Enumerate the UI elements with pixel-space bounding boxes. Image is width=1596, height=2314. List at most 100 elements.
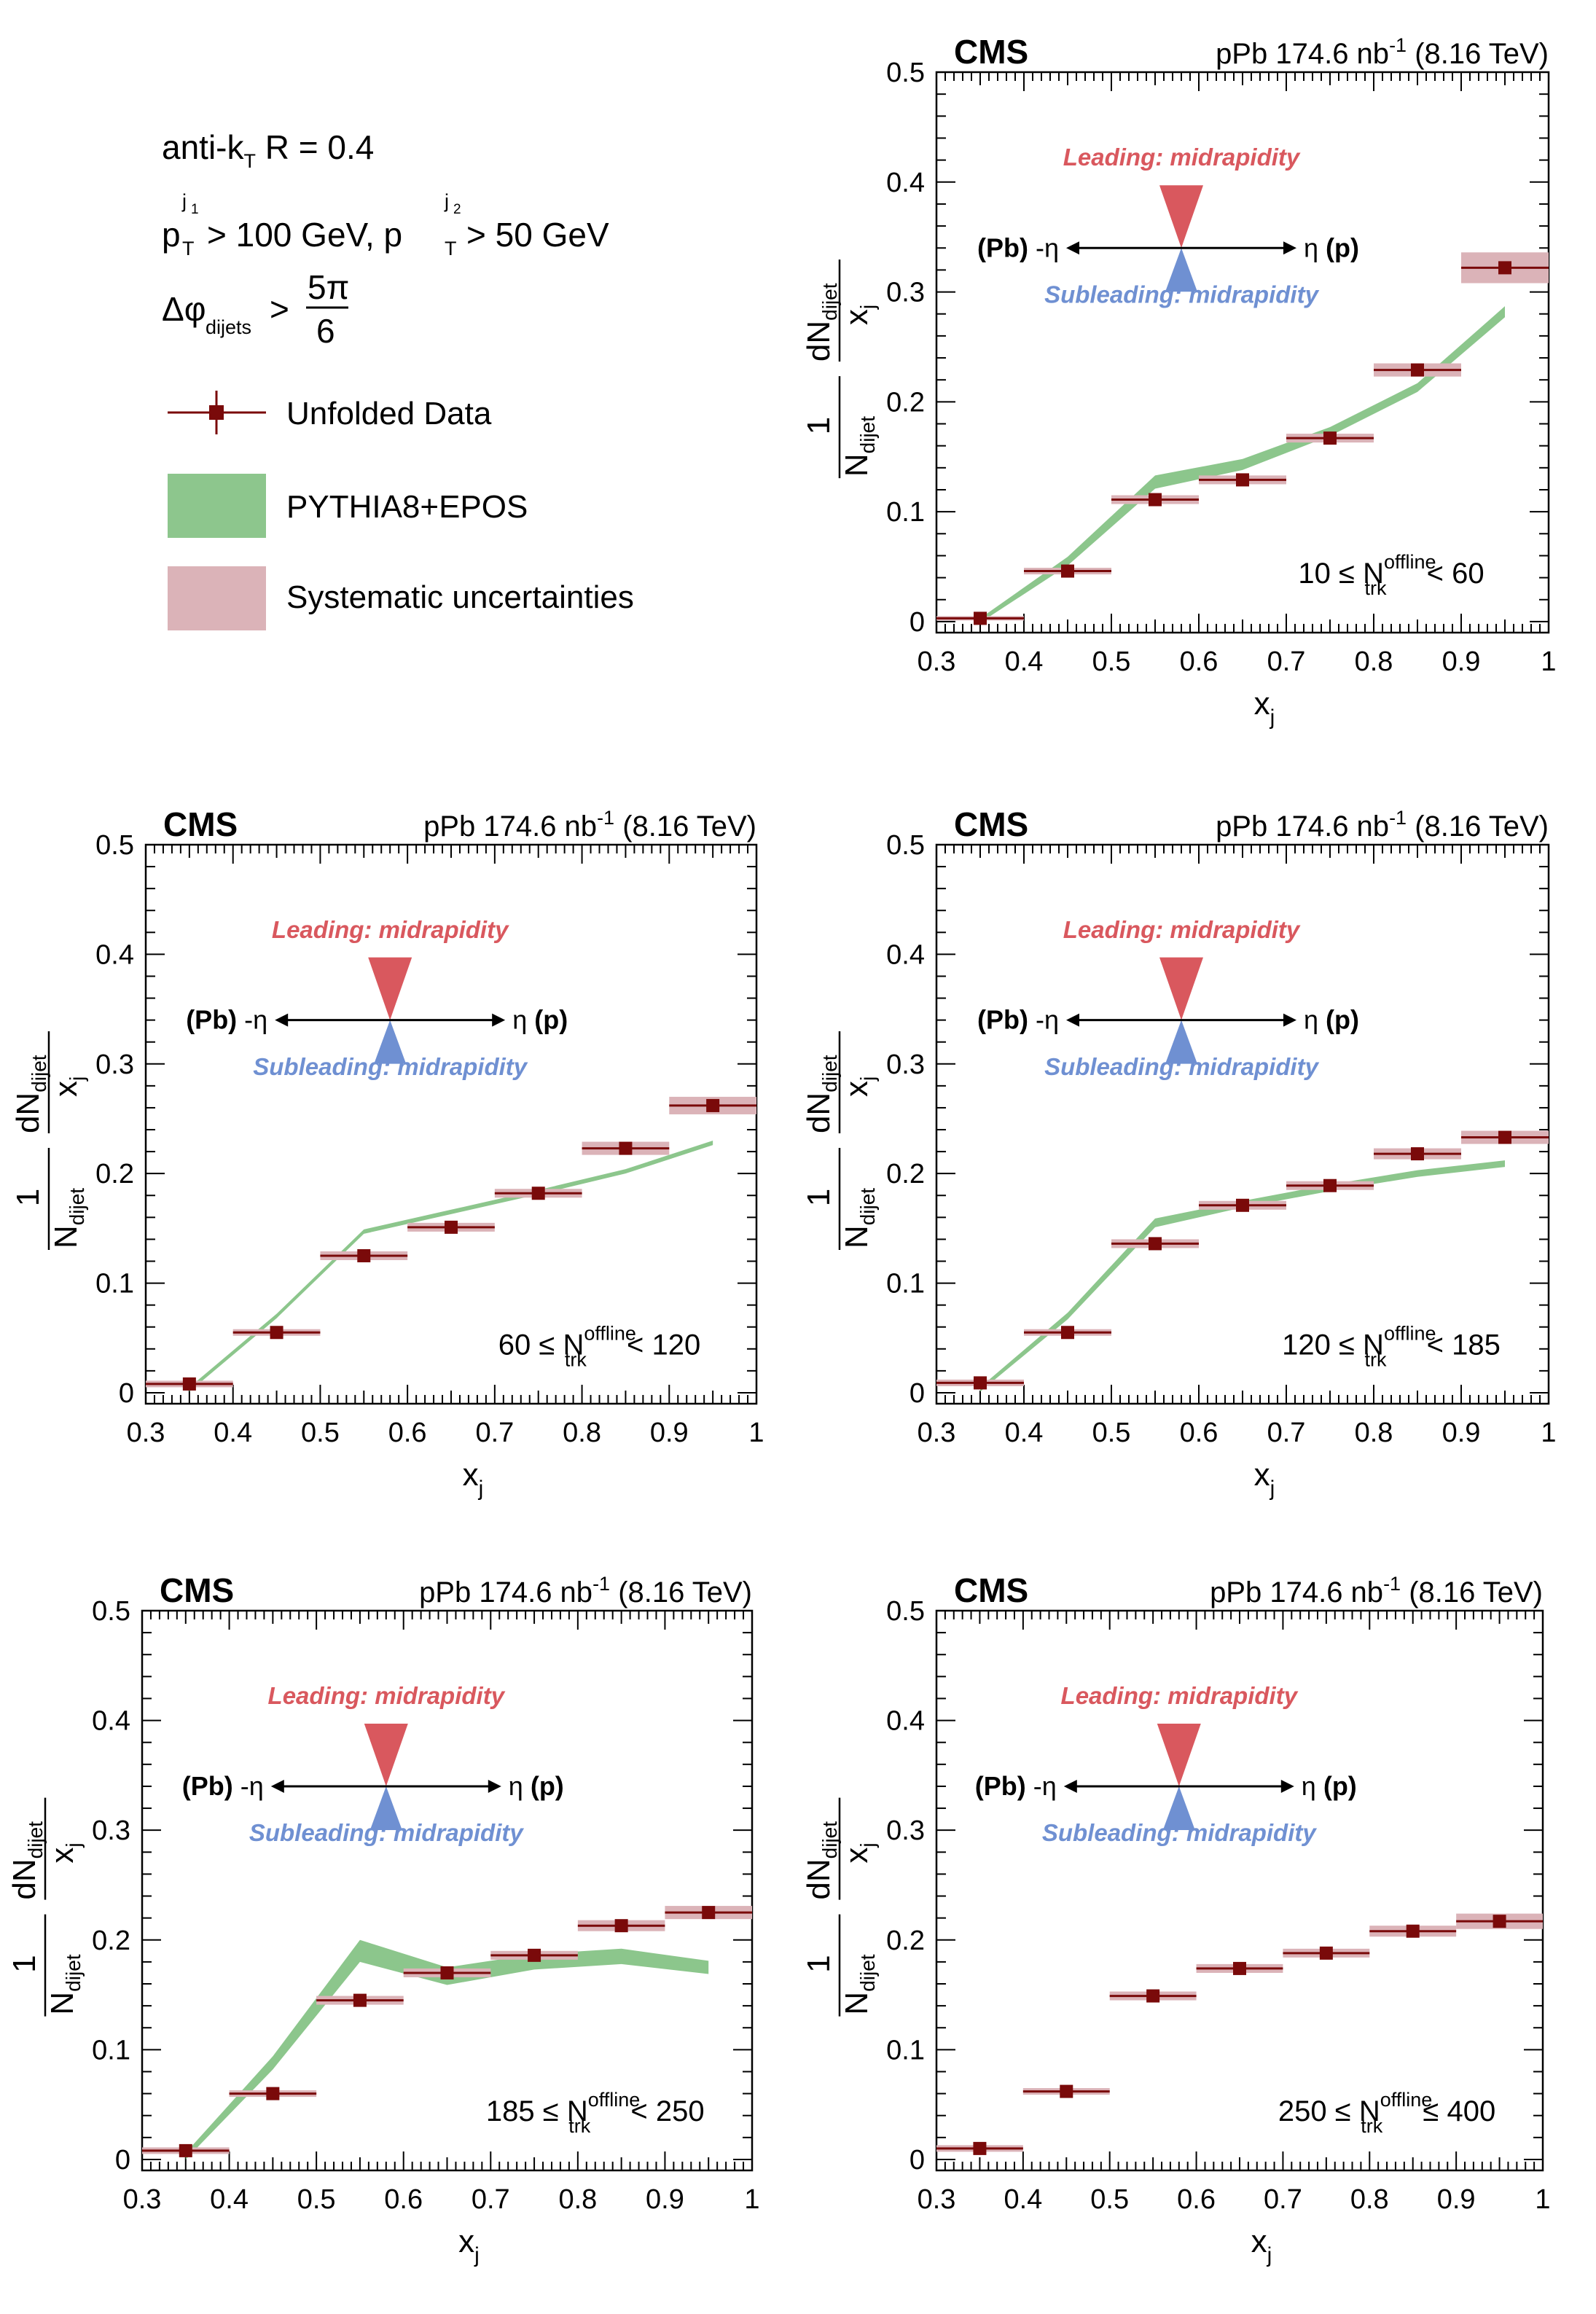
data-point xyxy=(528,1948,541,1962)
leading-cone xyxy=(1159,185,1203,249)
rapidity-diagram: Leading: midrapidity (Pb) -η η (p) Subleadi… xyxy=(186,916,568,1080)
dataset-label: pPb 174.6 nb-1 (8.16 TeV) xyxy=(423,807,756,843)
y-tick-label: 0.2 xyxy=(886,387,925,418)
data-point xyxy=(445,1220,458,1234)
x-axis-label: xj xyxy=(458,2224,480,2267)
arrowhead-right xyxy=(1283,241,1296,255)
x-tick-label: 0.8 xyxy=(563,1418,601,1448)
x-tick-label: 0.3 xyxy=(127,1418,165,1448)
arrowhead-right xyxy=(492,1013,506,1027)
svg-text:>: > xyxy=(270,290,289,328)
data-point xyxy=(357,1248,371,1262)
p-direction-label: η (p) xyxy=(1302,1771,1357,1801)
arrowhead-left xyxy=(1066,241,1079,255)
data-point xyxy=(1061,1326,1074,1340)
data-point xyxy=(1323,431,1337,445)
y-tick-label: 0 xyxy=(910,2145,925,2176)
svg-text:j: j xyxy=(444,190,449,212)
y-tick-label: 0.1 xyxy=(886,497,925,528)
model-band xyxy=(980,306,1505,623)
dphi-cut-label: Δφ dijets > 5π 6 xyxy=(162,268,349,350)
data-point xyxy=(1319,1946,1333,1960)
data-point xyxy=(1149,1237,1162,1251)
data-point xyxy=(706,1098,720,1112)
leading-label: Leading: midrapidity xyxy=(272,916,509,943)
leading-label: Leading: midrapidity xyxy=(1063,144,1301,171)
data-point xyxy=(614,1919,628,1933)
y-tick-label: 0.3 xyxy=(886,278,925,308)
arrowhead-right xyxy=(1280,1779,1294,1793)
rapidity-diagram: Leading: midrapidity (Pb) -η η (p) Subleadi… xyxy=(977,916,1359,1080)
subleading-cone xyxy=(369,1786,402,1830)
data-point xyxy=(1493,1915,1506,1928)
svg-text:> 100 GeV, p: > 100 GeV, p xyxy=(207,216,402,254)
p-direction-label: η (p) xyxy=(1304,1005,1359,1035)
dataset-label: pPb 174.6 nb-1 (8.16 TeV) xyxy=(419,1573,752,1609)
x-tick-label: 0.9 xyxy=(1437,2184,1476,2215)
x-tick-label: 0.6 xyxy=(388,1418,427,1448)
svg-text:Systematic uncertainties: Systematic uncertainties xyxy=(286,579,634,615)
svg-text:1: 1 xyxy=(801,1189,837,1206)
y-tick-label: 0.4 xyxy=(95,939,134,970)
pb-direction-label: (Pb) -η xyxy=(977,232,1059,262)
subleading-cone xyxy=(1165,248,1197,292)
leading-cone xyxy=(368,957,412,1020)
cms-label: CMS xyxy=(954,33,1028,71)
x-tick-label: 0.8 xyxy=(1355,646,1393,677)
y-tick-label: 0.4 xyxy=(886,168,925,198)
panel-120-185: CMS pPb 174.6 nb-1 (8.16 TeV) 0.3 0.4 0.5 0.6… xyxy=(801,805,1557,1501)
arrowhead-left xyxy=(275,1013,289,1027)
multiplicity-bin-label: 60 ≤ Noffline trk < 120 xyxy=(498,1322,700,1370)
legend-entry-data: Unfolded Data xyxy=(168,391,492,434)
x-tick-label: 0.4 xyxy=(1004,2184,1042,2215)
y-tick-label: 0.5 xyxy=(95,830,134,861)
y-tick-label: 0.1 xyxy=(886,1269,925,1299)
y-tick-label: 0.4 xyxy=(92,1706,130,1737)
x-tick-label: 1 xyxy=(1541,646,1556,677)
p-direction-label: η (p) xyxy=(509,1771,564,1801)
multiplicity-bin-label: 250 ≤ Noffline trk ≤ 400 xyxy=(1278,2089,1495,2137)
svg-text:dNdijet: dNdijet xyxy=(801,1821,841,1900)
cms-label: CMS xyxy=(954,1571,1028,1609)
x-tick-label: 0.4 xyxy=(1005,1418,1044,1448)
svg-text:1: 1 xyxy=(191,202,199,217)
subleading-label: Subleading: midrapidity xyxy=(253,1053,528,1080)
pt-cut-label: p j 1 T > 100 GeV, p j 2 T > 50 GeV xyxy=(162,190,609,259)
x-tick-label: 0.7 xyxy=(475,1418,514,1448)
svg-text:Δφ: Δφ xyxy=(162,290,206,328)
data-point xyxy=(353,1993,367,2007)
data-point xyxy=(440,1966,454,1979)
x-tick-label: 1 xyxy=(1541,1418,1556,1448)
y-tick-label: 0 xyxy=(910,607,925,638)
svg-text:Ndijet: Ndijet xyxy=(839,1954,879,2014)
x-tick-label: 0.6 xyxy=(1180,1418,1218,1448)
legend-entry-syst: Systematic uncertainties xyxy=(168,566,634,630)
data-point xyxy=(702,1906,716,1920)
svg-text:xj: xj xyxy=(44,1842,85,1863)
x-tick-label: 0.9 xyxy=(650,1418,689,1448)
y-tick-label: 0 xyxy=(119,1378,134,1409)
cms-label: CMS xyxy=(954,805,1028,843)
svg-text:xj: xj xyxy=(839,1842,879,1863)
y-tick-label: 0.2 xyxy=(886,1926,925,1956)
x-tick-label: 0.3 xyxy=(918,646,956,677)
data-point xyxy=(1406,1924,1420,1938)
x-tick-label: 0.8 xyxy=(1355,1418,1393,1448)
x-axis-label: xj xyxy=(1251,2224,1272,2267)
leading-cone xyxy=(1157,1723,1201,1786)
subleading-cone xyxy=(374,1020,407,1064)
dataset-label: pPb 174.6 nb-1 (8.16 TeV) xyxy=(1216,34,1549,70)
y-tick-label: 0 xyxy=(910,1378,925,1409)
data-point xyxy=(1236,1198,1249,1212)
y-tick-label: 0.2 xyxy=(886,1159,925,1189)
y-tick-label: 0.3 xyxy=(95,1049,134,1080)
arrowhead-right xyxy=(488,1779,501,1793)
panel-185-250: CMS pPb 174.6 nb-1 (8.16 TeV) 0.3 0.4 0.5 0.6… xyxy=(7,1571,760,2267)
svg-text:PYTHIA8+EPOS: PYTHIA8+EPOS xyxy=(286,489,528,525)
y-tick-label: 0.3 xyxy=(886,1815,925,1846)
svg-text:1: 1 xyxy=(7,1955,42,1972)
